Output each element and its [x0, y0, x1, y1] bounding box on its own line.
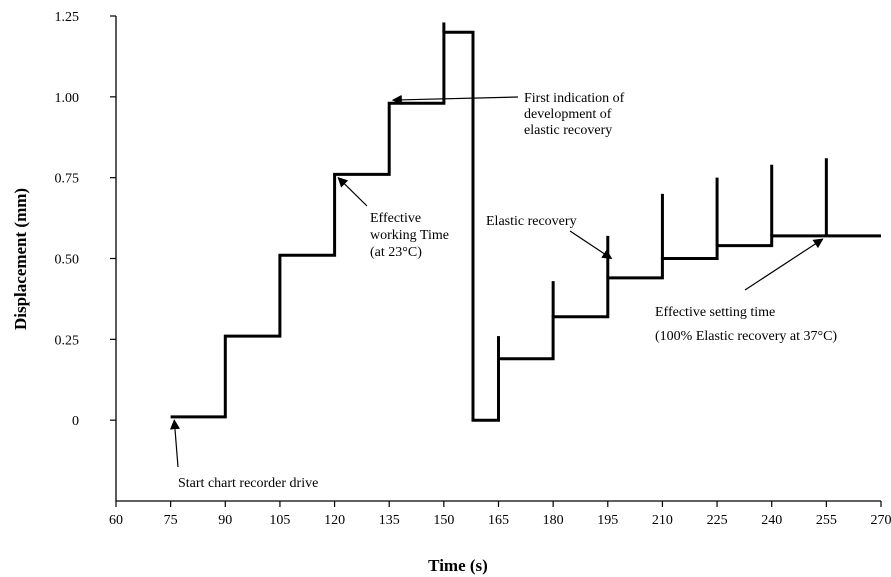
annotation-label: elastic recovery	[524, 123, 612, 138]
x-tick-label: 195	[597, 513, 618, 528]
x-tick-label: 120	[324, 513, 345, 528]
annotation-label: (at 23°C)	[370, 245, 422, 260]
x-tick-label: 150	[433, 513, 454, 528]
x-tick-label: 165	[488, 513, 509, 528]
x-tick-label: 180	[543, 513, 564, 528]
annotation-arrow	[170, 419, 180, 468]
x-tick-label: 210	[652, 513, 673, 528]
x-tick-label: 75	[164, 513, 178, 528]
annotation-label: Start chart recorder drive	[178, 476, 318, 491]
y-axis-title: Displacement (mm)	[11, 188, 30, 330]
annotation-arrow	[569, 230, 613, 260]
x-tick-label: 135	[379, 513, 400, 528]
y-ticks: 0 0.25 0.50 0.75 1.00 1.25	[55, 10, 116, 429]
annotation-label: Elastic recovery	[486, 214, 577, 229]
annotation-arrow	[744, 238, 824, 291]
x-tick-label: 255	[816, 513, 837, 528]
annotation-label: (100% Elastic recovery at 37°C)	[655, 329, 837, 344]
x-tick-label: 105	[269, 513, 290, 528]
y-tick-label: 0	[72, 414, 79, 429]
annotation-arrow	[391, 94, 519, 105]
axes	[115, 16, 881, 502]
plot-spikes	[442, 22, 828, 359]
annotation-arrow	[337, 176, 368, 207]
x-tick-label: 90	[218, 513, 232, 528]
y-tick-label: 1.00	[55, 91, 80, 106]
annotation-label: Effective setting time	[655, 305, 775, 320]
annotations: Start chart recorder drive Effective worki…	[170, 91, 837, 491]
x-tick-label: 60	[109, 513, 123, 528]
x-tick-label: 225	[707, 513, 728, 528]
annotation-label: Effective	[370, 211, 421, 226]
x-tick-label: 240	[761, 513, 782, 528]
displacement-step-line	[170, 30, 881, 422]
y-tick-label: 0.75	[55, 172, 80, 187]
x-tick-label: 270	[871, 513, 891, 528]
x-axis-title: Time (s)	[428, 556, 488, 575]
annotation-label: development of	[524, 107, 612, 122]
annotation-label: First indication of	[524, 91, 625, 106]
y-tick-label: 0.25	[55, 333, 80, 348]
x-ticks: 60 75 90 105 120 135 150 165 180 195 210 225 240 255 2…	[109, 501, 891, 528]
plot-series	[170, 30, 881, 422]
y-tick-label: 0.50	[55, 253, 80, 268]
annotation-label: working Time	[370, 228, 449, 243]
y-tick-label: 1.25	[55, 10, 80, 25]
